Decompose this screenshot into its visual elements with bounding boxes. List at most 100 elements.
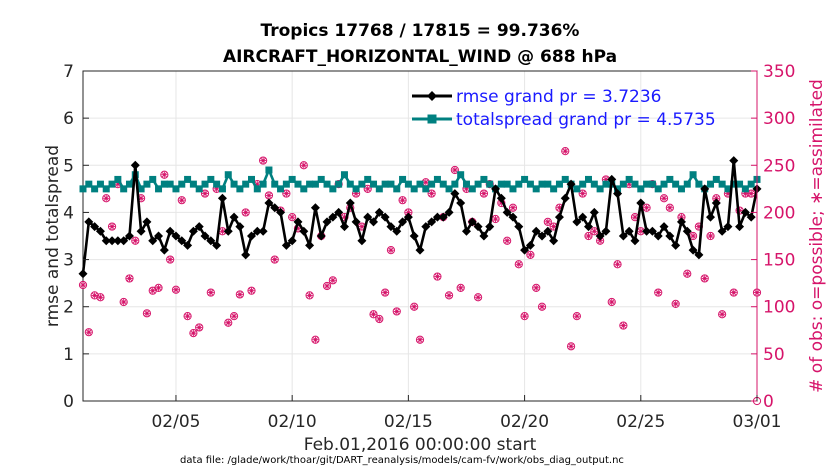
totalspread-point: [468, 185, 476, 193]
obs-assimilated-point: [608, 299, 615, 305]
obs-assimilated-point: [719, 311, 726, 318]
obs-possible-point: [200, 189, 210, 198]
obs-possible-point: [131, 236, 140, 245]
rmse-point: [252, 226, 262, 236]
totalspread-point: [521, 175, 529, 183]
totalspread-point: [277, 185, 285, 193]
rmse-point: [281, 240, 291, 250]
obs-assimilated-point: [132, 237, 139, 244]
obs-assimilated-point: [539, 303, 546, 310]
obs-possible-point: [526, 250, 535, 259]
obs-possible-point: [177, 196, 186, 205]
obs-assimilated-point: [643, 204, 650, 211]
totalspread-point: [555, 180, 563, 188]
totalspread-point: [120, 185, 128, 193]
obs-assimilated-point: [463, 185, 470, 192]
rmse-point: [200, 231, 210, 241]
obs-assimilated-point: [399, 197, 406, 204]
obs-possible-point: [96, 293, 105, 302]
rmse-point: [427, 217, 437, 227]
obs-possible-point: [671, 299, 680, 308]
totalspread-point: [561, 175, 569, 183]
obs-assimilated-point: [736, 207, 743, 214]
x-tick-label: 02/05: [151, 412, 200, 432]
x-tick-label: 03/01: [733, 412, 782, 432]
chart-title-line1: Tropics 17768 / 17815 = 99.736%: [261, 21, 580, 41]
totalspread-point: [137, 185, 145, 193]
rmse-point: [665, 231, 675, 241]
rmse-point: [613, 189, 623, 199]
totalspread-point: [253, 185, 261, 193]
totalspread-point: [79, 185, 87, 193]
totalspread-point: [399, 175, 407, 183]
rmse-point: [136, 226, 146, 236]
obs-possible-point: [578, 189, 587, 198]
totalspread-point: [346, 180, 354, 188]
totalspread-point: [689, 171, 697, 179]
totalspread-point: [422, 185, 430, 193]
obs-assimilated-point: [742, 190, 749, 197]
rmse-point: [113, 236, 123, 246]
totalspread-point: [515, 180, 523, 188]
totalspread-point: [201, 180, 209, 188]
obs-assimilated-point: [602, 176, 609, 183]
obs-assimilated-point: [730, 289, 737, 296]
rmse-point: [584, 222, 593, 232]
totalspread-series: [79, 166, 761, 193]
obs-assimilated-point: [690, 233, 697, 239]
rmse-point: [618, 231, 628, 241]
totalspread-point: [544, 180, 552, 188]
rmse-point: [334, 207, 344, 217]
obs-assimilated-point: [219, 228, 226, 235]
totalspread-point: [108, 180, 116, 188]
obs-assimilated-point: [242, 209, 249, 216]
totalspread-point: [672, 180, 680, 188]
rmse-point: [363, 212, 373, 222]
obs-assimilated-point: [97, 294, 104, 301]
left-tick-label: 7: [63, 62, 74, 82]
obs-possible-point: [282, 189, 291, 198]
totalspread-point: [486, 180, 494, 188]
rmse-point: [322, 217, 332, 227]
rmse-point: [543, 226, 553, 236]
rmse-point: [520, 245, 530, 255]
totalspread-point: [311, 180, 319, 188]
totalspread-point: [335, 180, 343, 188]
rmse-point: [711, 198, 721, 208]
rmse-point: [549, 236, 559, 246]
rmse-point: [694, 250, 704, 260]
obs-assimilated-point: [475, 294, 482, 301]
rmse-point: [700, 184, 710, 194]
left-tick-label: 0: [63, 392, 74, 412]
rmse-point: [235, 222, 245, 232]
obs-assimilated-point: [114, 181, 121, 188]
obs-assimilated-point: [521, 313, 528, 320]
totalspread-point: [433, 175, 441, 183]
rmse-point: [554, 212, 564, 222]
obs-assimilated-point: [597, 237, 604, 244]
rmse-point: [461, 226, 471, 236]
rmse-point: [531, 226, 541, 236]
legend-rmse-marker: [427, 91, 437, 101]
rmse-point: [746, 212, 756, 222]
rmse-point: [572, 217, 582, 227]
rmse-point: [735, 222, 745, 232]
obs-assimilated-point: [672, 300, 679, 307]
rmse-point: [525, 240, 535, 250]
rmse-point: [706, 212, 716, 222]
rmse-point: [241, 250, 251, 260]
obs-assimilated-point: [80, 282, 86, 289]
totalspread-point: [654, 185, 662, 193]
rmse-point: [432, 212, 442, 222]
rmse-point: [456, 198, 466, 208]
obs-possible-point: [479, 189, 489, 198]
x-tick-label: 02/15: [384, 412, 433, 432]
obs-possible-point: [288, 213, 297, 222]
obs-assimilated-point: [265, 192, 272, 199]
rmse-point: [566, 179, 576, 189]
x-tick-label: 02/20: [500, 412, 549, 432]
totalspread-point: [579, 180, 587, 188]
obs-assimilated-point: [550, 223, 557, 230]
obs-assimilated-point: [591, 228, 598, 235]
obs-possible-point: [427, 189, 436, 198]
